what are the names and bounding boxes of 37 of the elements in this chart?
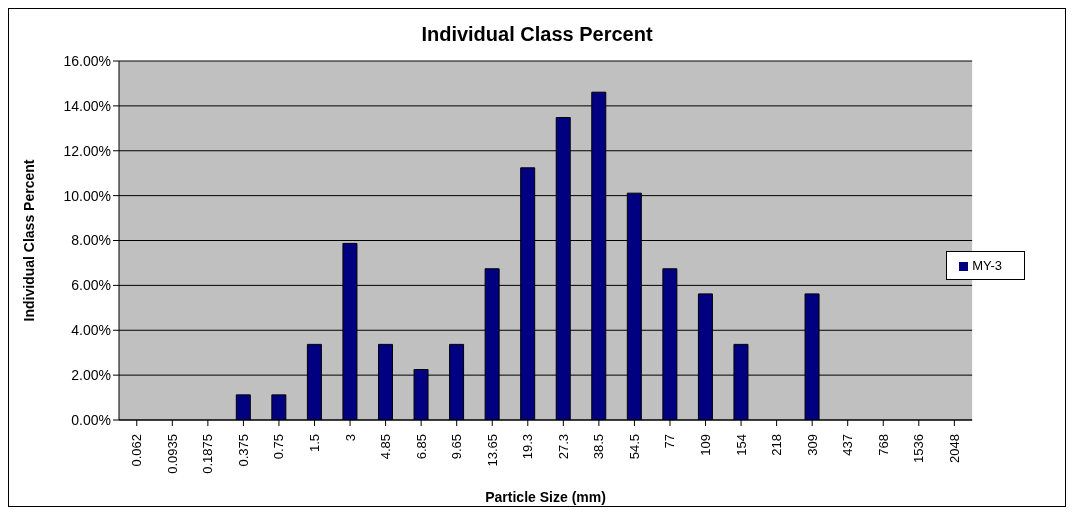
y-axis-title: Individual Class Percent bbox=[20, 159, 37, 322]
y-tick-label: 8.00% bbox=[71, 232, 111, 249]
y-tick-label: 0.00% bbox=[71, 411, 111, 428]
x-axis-title: Particle Size (mm) bbox=[485, 489, 606, 505]
y-tick-label: 2.00% bbox=[71, 367, 111, 384]
x-tick-label: 3 bbox=[342, 434, 358, 442]
x-tick-label: 0.1875 bbox=[200, 434, 216, 474]
y-tick-label: 4.00% bbox=[71, 322, 111, 339]
x-tick-label: 109 bbox=[698, 434, 714, 456]
chart-title: Individual Class Percent bbox=[420, 22, 654, 47]
y-tick-label: 16.00% bbox=[63, 52, 111, 69]
x-tick-label: 309 bbox=[804, 434, 820, 456]
x-tick-label: 54.5 bbox=[626, 434, 642, 460]
x-tick-label: 38.5 bbox=[591, 434, 607, 460]
x-tick-label: 0.375 bbox=[235, 434, 251, 467]
x-tick-label: 27.3 bbox=[555, 434, 571, 460]
x-tick-label: 0.0935 bbox=[164, 434, 180, 474]
legend-label: MY-3 bbox=[972, 258, 1002, 273]
y-tick-label: 6.00% bbox=[71, 277, 111, 294]
x-tick-label: 9.65 bbox=[449, 434, 465, 460]
x-tick-label: 0.062 bbox=[129, 434, 145, 467]
y-tick-label: 12.00% bbox=[63, 142, 111, 159]
x-tick-label: 218 bbox=[769, 434, 785, 456]
x-tick-label: 19.3 bbox=[520, 434, 536, 460]
x-tick-label: 6.85 bbox=[413, 434, 429, 460]
x-tick-label: 154 bbox=[733, 434, 749, 456]
x-tick-label: 1.5 bbox=[307, 434, 323, 453]
x-tick-label: 4.85 bbox=[378, 434, 394, 460]
x-tick-label: 0.75 bbox=[271, 434, 287, 460]
y-tick-label: 14.00% bbox=[63, 97, 111, 114]
x-tick-label: 77 bbox=[662, 434, 678, 449]
x-tick-label: 13.65 bbox=[484, 434, 500, 467]
x-tick-label: 768 bbox=[875, 434, 891, 456]
x-tick-label: 437 bbox=[840, 434, 856, 456]
x-tick-label: 2048 bbox=[946, 434, 962, 463]
y-tick-label: 10.00% bbox=[63, 187, 111, 204]
x-tick-label: 1536 bbox=[911, 434, 927, 463]
